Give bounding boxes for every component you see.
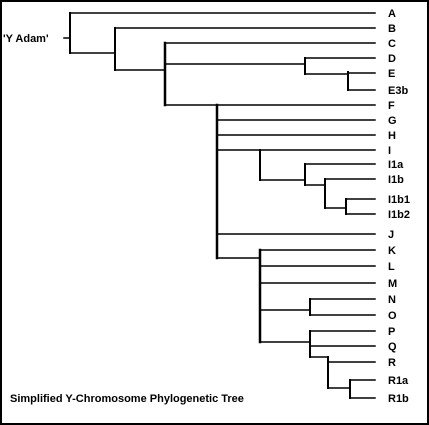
leaf-label-f: F — [388, 100, 395, 112]
leaf-label-m: M — [388, 278, 397, 290]
leaf-label-h: H — [388, 130, 396, 142]
leaf-label-e3b: E3b — [388, 85, 408, 97]
leaf-label-j: J — [388, 229, 394, 241]
leaf-label-c: C — [388, 38, 396, 50]
leaf-label-i1a: I1a — [388, 159, 404, 171]
tree-caption: Simplified Y-Chromosome Phylogenetic Tre… — [10, 393, 244, 405]
leaf-label-k: K — [388, 245, 396, 257]
leaf-label-i1b: I1b — [388, 174, 404, 186]
leaf-label-a: A — [388, 8, 396, 20]
leaf-label-b: B — [388, 23, 396, 35]
leaf-label-o: O — [388, 310, 397, 322]
leaf-label-e: E — [388, 68, 395, 80]
leaf-label-d: D — [388, 53, 396, 65]
leaf-label-r1b: R1b — [388, 393, 409, 405]
leaf-label-r: R — [388, 357, 396, 369]
leaf-label-i1b1: I1b1 — [388, 194, 410, 206]
leaf-label-r1a: R1a — [388, 375, 409, 387]
root-label: 'Y Adam' — [3, 33, 49, 45]
leaf-label-l: L — [388, 261, 395, 273]
leaf-label-q: Q — [388, 341, 397, 353]
leaf-label-p: P — [388, 326, 395, 338]
leaf-label-i: I — [388, 145, 391, 157]
leaf-label-g: G — [388, 115, 397, 127]
leaf-label-i1b2: I1b2 — [388, 209, 410, 221]
leaf-label-n: N — [388, 294, 396, 306]
